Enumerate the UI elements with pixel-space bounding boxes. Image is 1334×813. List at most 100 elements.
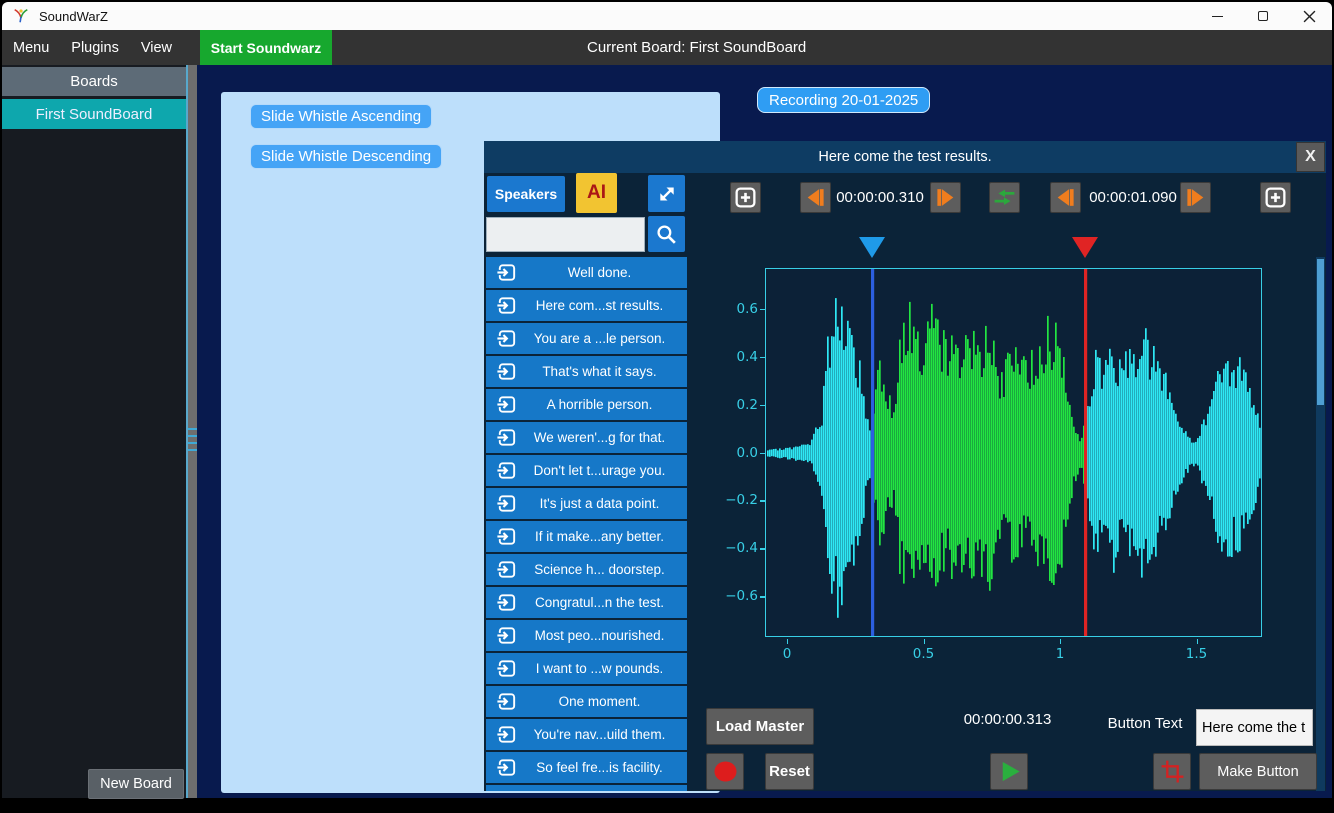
y-tick-label: −0.2: [725, 492, 758, 509]
start-soundwarz-button[interactable]: Start Soundwarz: [200, 30, 332, 65]
clip-item[interactable]: Here com...st results.: [486, 290, 687, 321]
insert-clip-icon: [495, 261, 518, 284]
panel-splitter[interactable]: [186, 65, 197, 798]
y-tick-mark: [760, 596, 765, 598]
record-button[interactable]: [706, 753, 744, 790]
zoom-in-right-button[interactable]: [1260, 182, 1291, 213]
skip-forward-icon: [1187, 189, 1204, 206]
clip-item[interactable]: Most peo...nourished.: [486, 620, 687, 651]
clip-label: One moment.: [558, 694, 641, 709]
clip-item[interactable]: [486, 785, 687, 791]
y-tick-label: 0.2: [736, 396, 758, 413]
y-tick-mark: [760, 356, 765, 359]
load-master-button[interactable]: Load Master: [706, 708, 814, 745]
selection-end-time: 00:00:01.090: [1089, 189, 1177, 206]
make-button-button[interactable]: Make Button: [1199, 753, 1317, 790]
speakers-button[interactable]: Speakers: [487, 176, 565, 212]
clip-list-scrollbar[interactable]: [1316, 257, 1325, 791]
close-window-button[interactable]: [1286, 2, 1332, 30]
play-button[interactable]: [990, 753, 1028, 790]
y-tick-label: 0.0: [736, 444, 758, 461]
zoom-in-left-button[interactable]: [730, 182, 761, 213]
y-tick-mark: [760, 500, 765, 502]
clip-item[interactable]: Well done.: [486, 257, 687, 288]
clip-label: You are a ...le person.: [533, 331, 666, 346]
reset-button[interactable]: Reset: [765, 753, 814, 790]
insert-clip-icon: [495, 327, 518, 350]
selection-start-marker[interactable]: [858, 237, 885, 258]
clip-item[interactable]: Congratul...n the test.: [486, 587, 687, 618]
menu-item-menu[interactable]: Menu: [13, 39, 50, 56]
maximize-icon: [1258, 11, 1268, 21]
clip-item[interactable]: You are a ...le person.: [486, 323, 687, 354]
search-icon: [657, 224, 676, 244]
crop-button[interactable]: [1153, 753, 1191, 790]
x-tick-mark: [923, 639, 925, 644]
clip-label: Here com...st results.: [535, 298, 664, 313]
new-board-button[interactable]: New Board: [88, 769, 184, 799]
dialog-header[interactable]: Here come the test results.: [484, 141, 1326, 173]
clip-label: That's what it says.: [542, 364, 657, 379]
maximize-button[interactable]: [1240, 2, 1286, 30]
clip-item[interactable]: It's just a data point.: [486, 488, 687, 519]
insert-clip-icon: [495, 360, 518, 383]
clip-item[interactable]: We weren'...g for that.: [486, 422, 687, 453]
y-tick-mark: [760, 404, 765, 406]
selection-start-nudge-back-button[interactable]: [800, 182, 831, 213]
clip-label: Congratul...n the test.: [534, 595, 665, 610]
clip-label: It's just a data point.: [539, 496, 660, 511]
boards-header: Boards: [2, 67, 186, 96]
converge-arrows-icon: [994, 189, 1015, 205]
clip-item[interactable]: If it make...any better.: [486, 521, 687, 552]
clip-item[interactable]: Don't let t...urage you.: [486, 455, 687, 486]
clip-label: A horrible person.: [546, 397, 653, 412]
playhead-time-label: 00:00:00.313: [963, 711, 1052, 728]
ai-button[interactable]: AI: [576, 173, 617, 213]
scrollbar-thumb[interactable]: [1317, 259, 1324, 405]
clip-item[interactable]: That's what it says.: [486, 356, 687, 387]
y-tick-mark: [760, 308, 765, 311]
waveform-plot[interactable]: [765, 268, 1262, 638]
sound-button-slide-whistle-descending[interactable]: Slide Whistle Descending: [250, 144, 443, 169]
selection-start-nudge-forward-button[interactable]: [930, 182, 961, 213]
snap-markers-together-button[interactable]: [989, 182, 1020, 213]
minimize-button[interactable]: [1194, 2, 1240, 30]
button-text-input[interactable]: [1196, 709, 1313, 746]
clip-label: Science h... doorstep.: [534, 562, 665, 577]
search-button[interactable]: [648, 216, 685, 252]
insert-clip-icon: [495, 492, 518, 515]
x-tick-mark: [1196, 639, 1198, 644]
skip-back-icon: [1057, 189, 1074, 206]
sound-button-slide-whistle-ascending[interactable]: Slide Whistle Ascending: [250, 104, 433, 129]
selection-end-nudge-forward-button[interactable]: [1180, 182, 1211, 213]
clip-item[interactable]: I want to ...w pounds.: [486, 653, 687, 684]
clip-search-input[interactable]: [486, 217, 645, 252]
clip-item[interactable]: You're nav...uild them.: [486, 719, 687, 750]
clip-item[interactable]: One moment.: [486, 686, 687, 717]
plus-icon: [1265, 187, 1286, 208]
selection-end-marker[interactable]: [1071, 237, 1098, 258]
clip-item[interactable]: Science h... doorstep.: [486, 554, 687, 585]
menu-item-view[interactable]: View: [140, 39, 173, 56]
selection-start-time: 00:00:00.310: [836, 189, 924, 206]
crop-icon: [1161, 760, 1183, 783]
clip-item[interactable]: So feel fre...is facility.: [486, 752, 687, 783]
clip-item[interactable]: A horrible person.: [486, 389, 687, 420]
insert-clip-icon: [495, 393, 518, 416]
boards-sidebar: Boards First SoundBoard New Board: [2, 65, 186, 799]
insert-clip-icon: [495, 558, 518, 581]
menu-item-plugins[interactable]: Plugins: [71, 39, 119, 56]
insert-clip-icon: [495, 624, 518, 647]
y-tick-label: 0.4: [736, 348, 758, 365]
recording-button[interactable]: Recording 20-01-2025: [757, 87, 931, 113]
expand-button[interactable]: [648, 175, 685, 212]
insert-clip-icon: [495, 525, 518, 548]
selection-end-nudge-back-button[interactable]: [1050, 182, 1081, 213]
insert-clip-icon: [495, 756, 518, 779]
sidebar-item-first-soundboard[interactable]: First SoundBoard: [2, 99, 186, 129]
dialog-close-button[interactable]: X: [1296, 142, 1325, 172]
minimize-icon: [1211, 15, 1223, 17]
insert-clip-icon: [495, 789, 518, 791]
x-tick-label: 0.5: [912, 646, 935, 662]
